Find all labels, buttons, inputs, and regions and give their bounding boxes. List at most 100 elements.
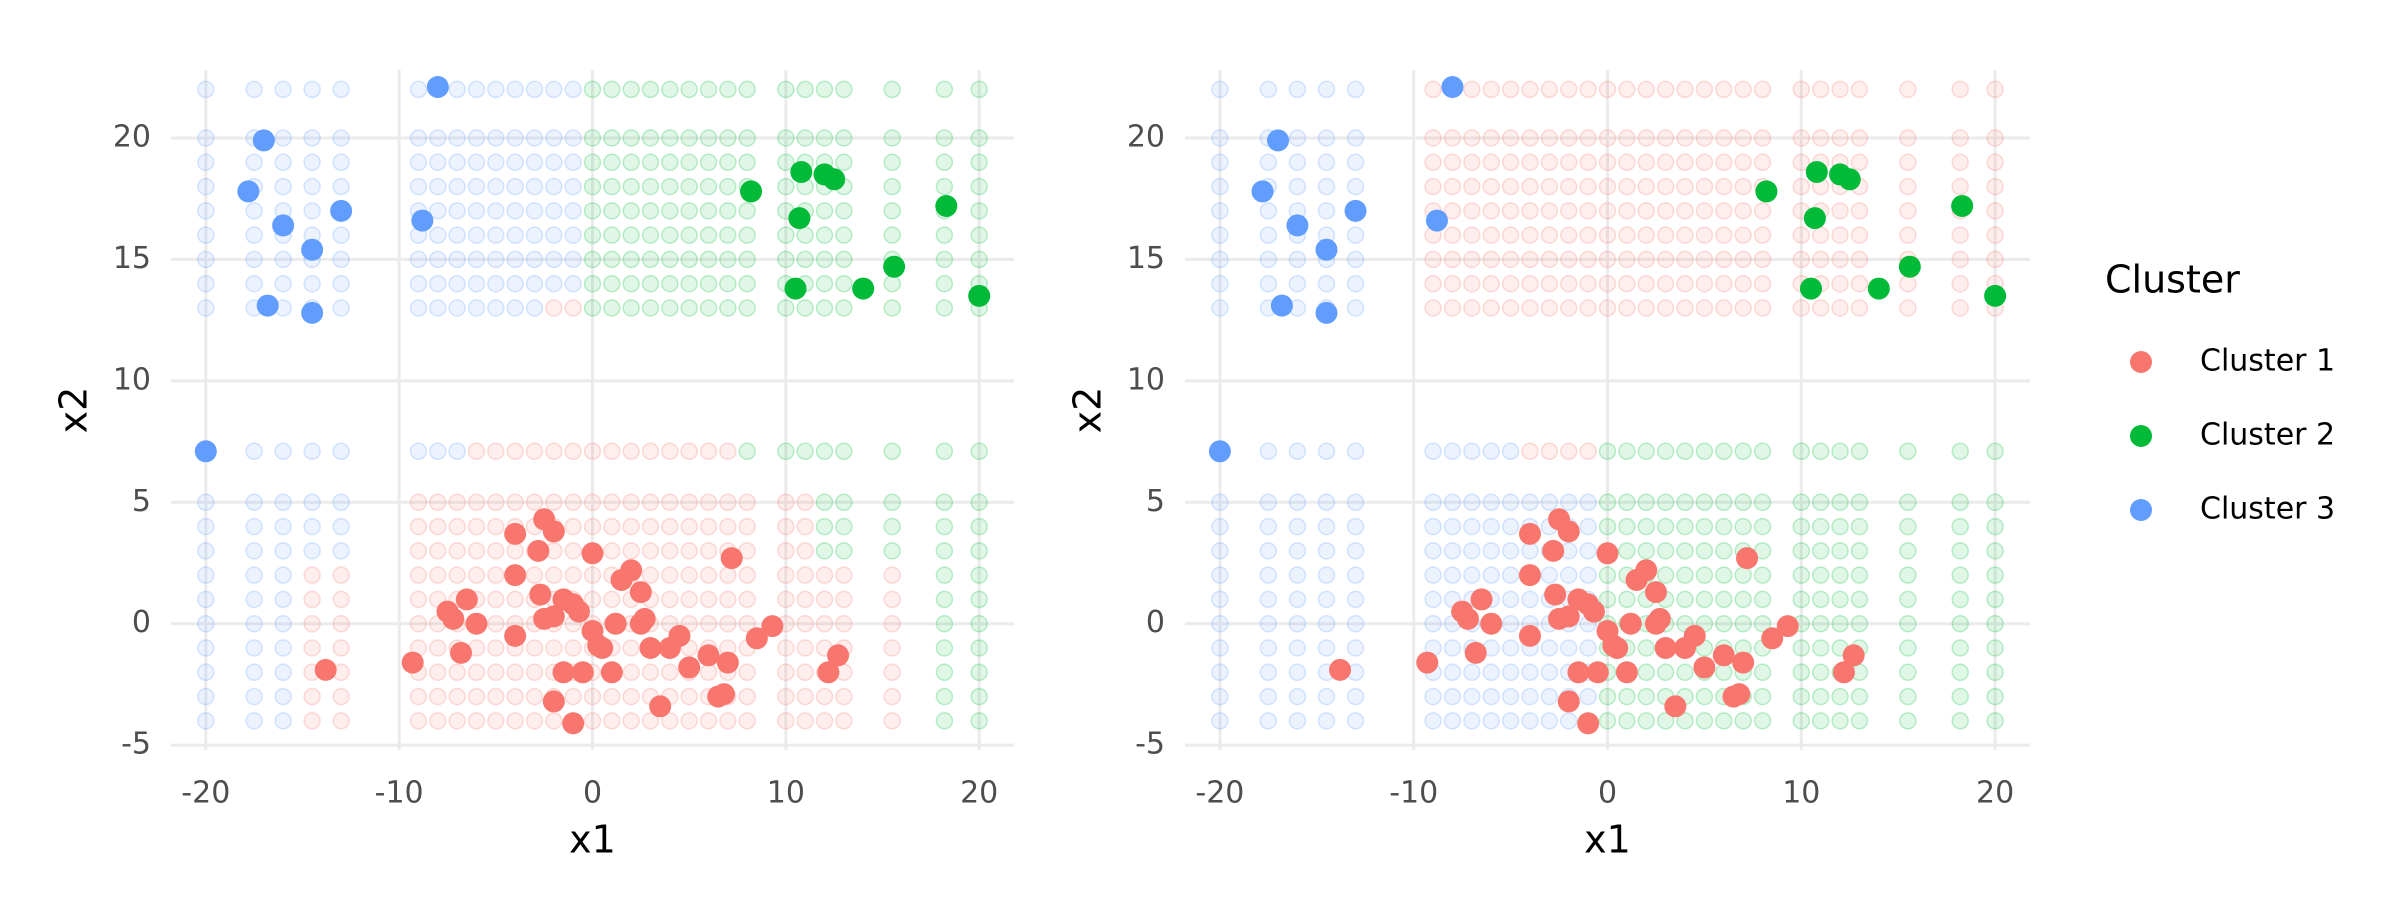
background-point <box>622 639 640 657</box>
background-point <box>1288 542 1307 560</box>
point <box>1567 661 1590 684</box>
background-point <box>815 590 834 609</box>
background-point <box>1637 226 1656 244</box>
background-point <box>467 517 486 536</box>
point <box>1664 695 1687 718</box>
background-point <box>1463 687 1481 706</box>
background-point <box>274 517 292 536</box>
background-point <box>487 542 505 560</box>
y-axis-title: x2 <box>52 387 96 434</box>
point <box>852 277 875 300</box>
background-point <box>1288 687 1307 706</box>
background-point <box>883 202 901 220</box>
background-point <box>622 517 640 536</box>
background-point <box>1463 442 1481 461</box>
background-point <box>883 80 901 99</box>
background-point <box>1811 566 1830 584</box>
background-point <box>1463 517 1481 536</box>
background-point <box>796 442 814 461</box>
background-point <box>738 566 756 584</box>
background-point <box>1792 299 1811 317</box>
point <box>442 607 465 630</box>
background-point <box>1259 566 1278 584</box>
background-point <box>506 226 524 244</box>
point <box>633 607 656 630</box>
background-point <box>197 517 215 536</box>
background-point <box>1521 274 1539 293</box>
background-point <box>1715 517 1733 536</box>
background-point <box>1317 687 1336 706</box>
background-point <box>1618 202 1636 220</box>
point <box>1270 294 1293 317</box>
background-point <box>1811 590 1830 609</box>
background-point <box>883 177 901 196</box>
background-point <box>661 202 679 220</box>
background-point <box>1986 663 2004 682</box>
background-point <box>409 153 428 172</box>
background-point <box>1850 153 1869 172</box>
point <box>571 661 594 684</box>
background-point <box>935 614 954 633</box>
background-point <box>1951 614 1969 633</box>
background-point <box>274 129 292 147</box>
background-point <box>1521 129 1539 147</box>
background-point <box>935 299 954 317</box>
background-point <box>835 250 853 269</box>
point <box>552 661 575 684</box>
background-point <box>583 274 602 293</box>
background-point <box>274 614 292 633</box>
point <box>330 199 353 222</box>
point <box>301 238 324 261</box>
background-point <box>699 80 718 99</box>
background-point <box>777 566 795 584</box>
background-point <box>1715 542 1733 560</box>
background-point <box>641 250 660 269</box>
background-point <box>622 493 640 512</box>
point <box>272 214 295 237</box>
background-point <box>1792 639 1811 657</box>
background-point <box>448 442 466 461</box>
background-point <box>525 687 544 706</box>
background-point <box>1559 442 1578 461</box>
background-point <box>245 639 263 657</box>
point <box>883 255 906 278</box>
background-point <box>883 590 901 609</box>
background-point <box>1734 153 1752 172</box>
background-point <box>583 712 602 730</box>
point <box>639 637 662 659</box>
point <box>1557 605 1580 628</box>
background-point <box>245 687 263 706</box>
background-point <box>1288 442 1307 461</box>
background-point <box>603 687 621 706</box>
background-point <box>1951 274 1969 293</box>
background-point <box>835 274 853 293</box>
background-point <box>448 517 466 536</box>
point <box>1208 440 1231 463</box>
background-point <box>738 80 756 99</box>
background-point <box>777 712 795 730</box>
point <box>529 583 552 606</box>
background-point <box>1211 80 1229 99</box>
background-point <box>1501 202 1520 220</box>
background-point <box>332 250 350 269</box>
background-point <box>796 542 814 560</box>
background-point <box>545 153 563 172</box>
background-point <box>661 590 679 609</box>
background-point <box>935 517 954 536</box>
background-point <box>719 129 737 147</box>
background-point <box>1559 177 1578 196</box>
background-point <box>603 226 621 244</box>
background-point <box>1811 226 1830 244</box>
background-point <box>1831 442 1849 461</box>
background-point <box>1618 442 1636 461</box>
background-point <box>1656 663 1675 682</box>
background-point <box>1501 153 1520 172</box>
point <box>1464 641 1487 664</box>
background-point <box>1288 177 1307 196</box>
point <box>1344 199 1367 222</box>
background-point <box>680 566 698 584</box>
y-tick-label: -5 <box>1135 727 1165 762</box>
background-point <box>197 202 215 220</box>
y-tick-label: 10 <box>1127 362 1165 397</box>
background-point <box>303 517 321 536</box>
